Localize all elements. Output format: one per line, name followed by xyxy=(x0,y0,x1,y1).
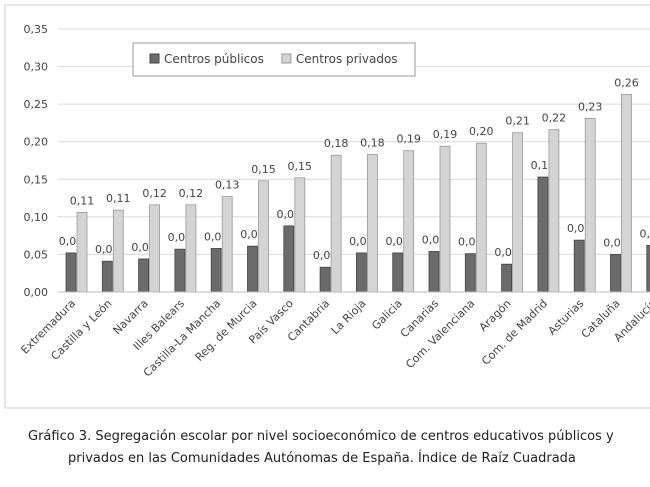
legend-swatch xyxy=(149,53,160,64)
bar xyxy=(392,252,404,293)
bar xyxy=(258,180,269,293)
y-tick-label: 0,30 xyxy=(24,61,49,74)
value-label: 0,11 xyxy=(106,192,131,205)
bar xyxy=(185,204,197,293)
bar xyxy=(548,129,560,293)
y-tick-label: 0,10 xyxy=(24,211,49,224)
bar xyxy=(621,93,632,293)
bar xyxy=(149,204,161,293)
bar xyxy=(283,225,295,293)
y-tick-label: 0,00 xyxy=(24,286,49,299)
bar xyxy=(584,118,596,293)
caption: Gráfico 3. Segregación escolar por nivel… xyxy=(28,429,614,444)
value-label: 0,21 xyxy=(505,115,530,128)
bar xyxy=(247,245,258,293)
bar xyxy=(439,145,451,293)
bar xyxy=(112,209,124,293)
value-label: 0,15 xyxy=(251,163,276,176)
bar xyxy=(428,251,440,293)
x-tick-label: Com. de Madrid xyxy=(479,297,550,368)
bar xyxy=(573,239,585,293)
value-label: 0,18 xyxy=(324,137,349,150)
value-label: 0,06 xyxy=(640,227,650,240)
value-label: 0,13 xyxy=(215,179,240,192)
value-label: 0,19 xyxy=(396,133,421,146)
x-tick-label: Reg. de Murcia xyxy=(193,297,260,364)
bar xyxy=(512,132,523,293)
y-tick-label: 0,25 xyxy=(24,98,49,111)
value-label: 0,19 xyxy=(433,128,458,141)
legend-swatch xyxy=(281,53,292,64)
bar xyxy=(76,211,88,293)
value-label: 0,18 xyxy=(360,136,385,149)
legend: Centros públicos Centros privados xyxy=(132,42,416,77)
legend-label: Centros privados xyxy=(296,52,398,66)
bar xyxy=(537,176,549,293)
bar xyxy=(319,266,331,293)
bar xyxy=(138,258,150,293)
bar xyxy=(355,252,367,293)
bar xyxy=(646,245,650,293)
bar xyxy=(101,260,113,293)
value-label: 0,26 xyxy=(614,76,639,89)
value-label: 0,11 xyxy=(70,194,95,207)
bar xyxy=(610,254,621,293)
bar xyxy=(475,142,487,293)
bar xyxy=(501,263,513,293)
chart-frame xyxy=(4,4,650,409)
value-label: 0,12 xyxy=(179,187,204,200)
x-tick-label: La Rioja xyxy=(329,297,369,337)
legend-label: Centros públicos xyxy=(164,52,264,66)
y-tick-label: 0,15 xyxy=(24,173,49,186)
y-tick-label: 0,05 xyxy=(24,248,49,261)
caption: privados en las Comunidades Autónomas de… xyxy=(68,450,576,466)
value-label: 0,15 xyxy=(288,160,313,173)
y-tick-label: 0,20 xyxy=(24,136,49,149)
value-label: 0,23 xyxy=(578,100,603,113)
value-label: 0,22 xyxy=(542,112,567,125)
bar xyxy=(403,150,415,293)
x-tick-label: Com. Valenciana xyxy=(403,297,477,371)
x-tick-label: Galicia xyxy=(369,297,405,333)
bar xyxy=(464,253,476,293)
bar xyxy=(294,177,306,293)
bar xyxy=(221,196,233,293)
legend-frame xyxy=(132,42,416,77)
value-label: 0,20 xyxy=(469,125,494,138)
bar xyxy=(65,252,77,293)
y-tick-label: 0,35 xyxy=(24,23,49,36)
bar xyxy=(366,154,378,293)
value-label: 0,12 xyxy=(142,187,167,200)
bar xyxy=(210,248,222,293)
bar xyxy=(174,248,186,293)
bar xyxy=(330,154,342,293)
